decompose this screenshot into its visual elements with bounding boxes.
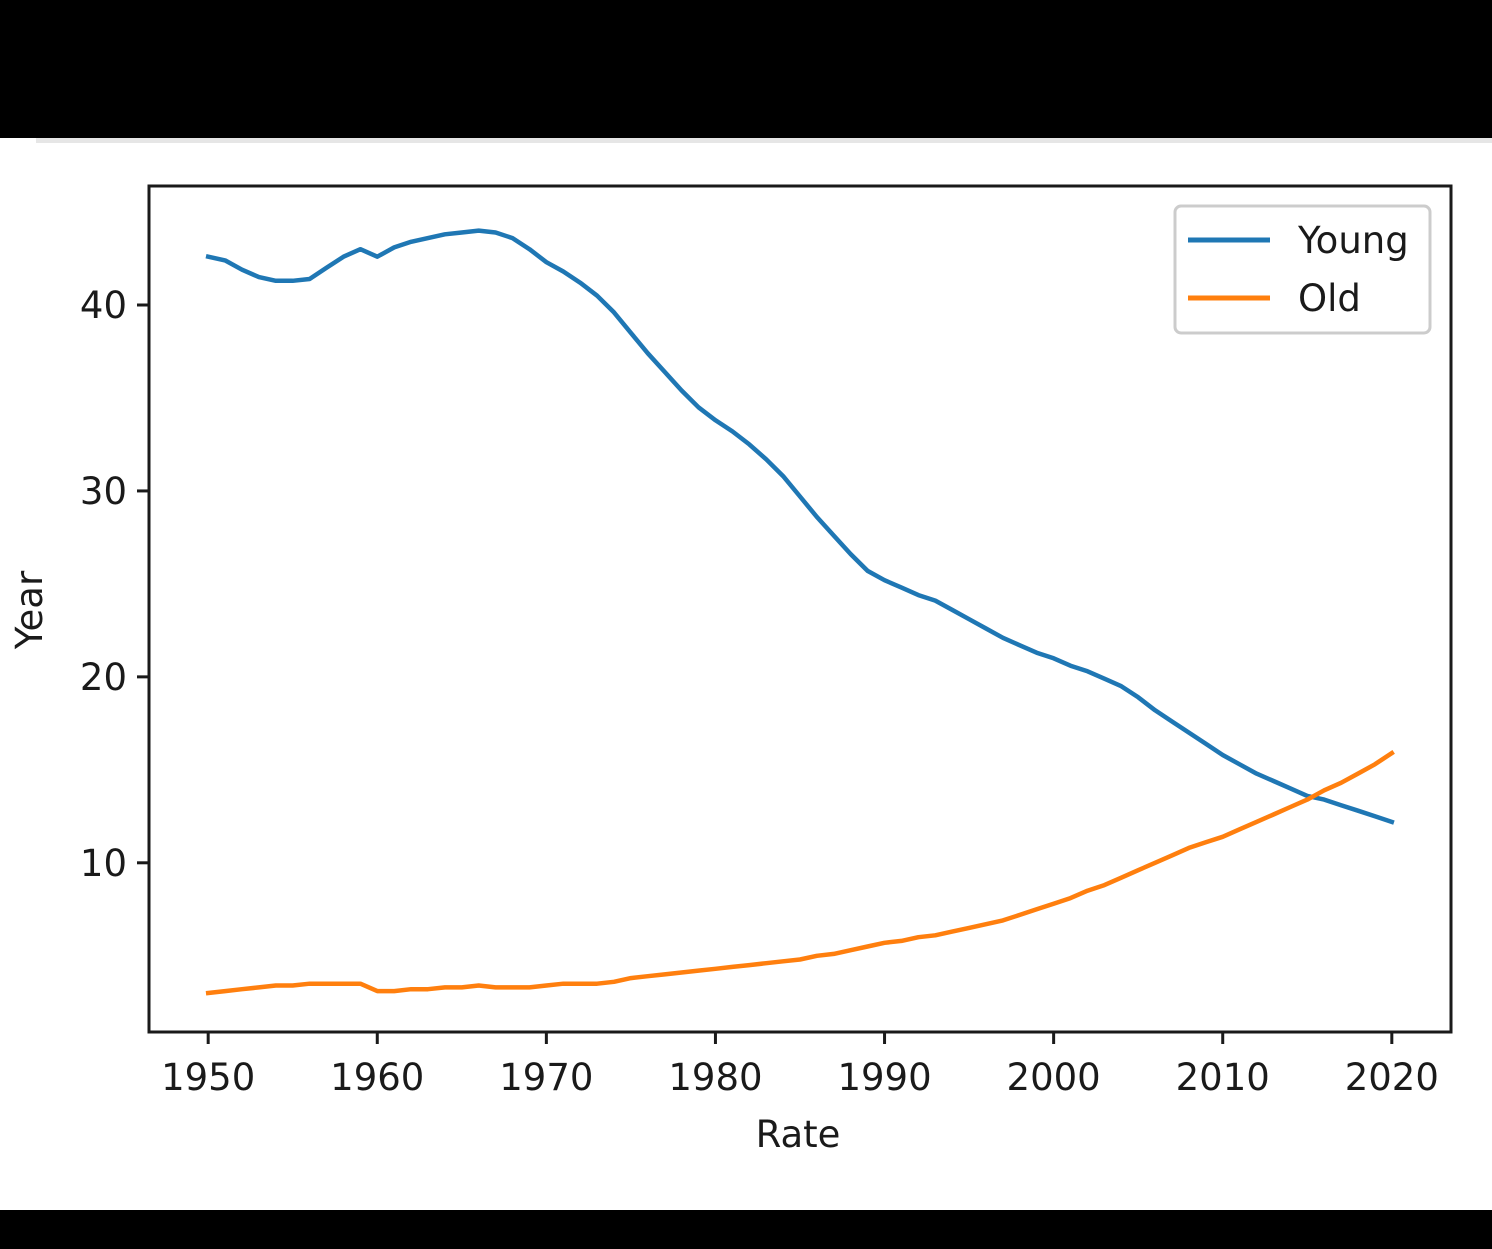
series-line-young xyxy=(205,228,1395,825)
top-band-edge xyxy=(36,138,1492,143)
series-layer xyxy=(205,228,1395,996)
plot-frame xyxy=(147,184,1453,1034)
x-tick-label: 1950 xyxy=(161,1056,255,1099)
y-tick-label: 40 xyxy=(80,284,127,327)
x-tick-label: 1970 xyxy=(499,1056,593,1099)
x-tick-label: 1990 xyxy=(837,1056,931,1099)
x-tick-label: 2020 xyxy=(1345,1056,1439,1099)
x-tick-label: 1960 xyxy=(330,1056,424,1099)
series-line-old xyxy=(205,749,1395,996)
x-axis: 1950 1960 1970 1980 1990 2000 2010 2020 xyxy=(161,1032,1439,1099)
y-tick-label: 20 xyxy=(80,656,127,699)
x-tick-label: 2000 xyxy=(1007,1056,1101,1099)
x-tick-label: 1980 xyxy=(668,1056,762,1099)
y-axis: 10 20 30 40 xyxy=(80,284,149,885)
legend: Young Old xyxy=(1173,204,1432,335)
legend-label-old: Old xyxy=(1298,277,1361,320)
top-black-band xyxy=(0,0,1492,138)
y-tick-label: 30 xyxy=(80,470,127,513)
x-tick-label: 2010 xyxy=(1176,1056,1270,1099)
y-axis-label: Year xyxy=(8,570,51,650)
y-tick-label: 10 xyxy=(80,842,127,885)
bottom-black-band xyxy=(0,1210,1492,1249)
x-axis-label: Rate xyxy=(756,1113,841,1156)
legend-label-young: Young xyxy=(1297,219,1409,262)
